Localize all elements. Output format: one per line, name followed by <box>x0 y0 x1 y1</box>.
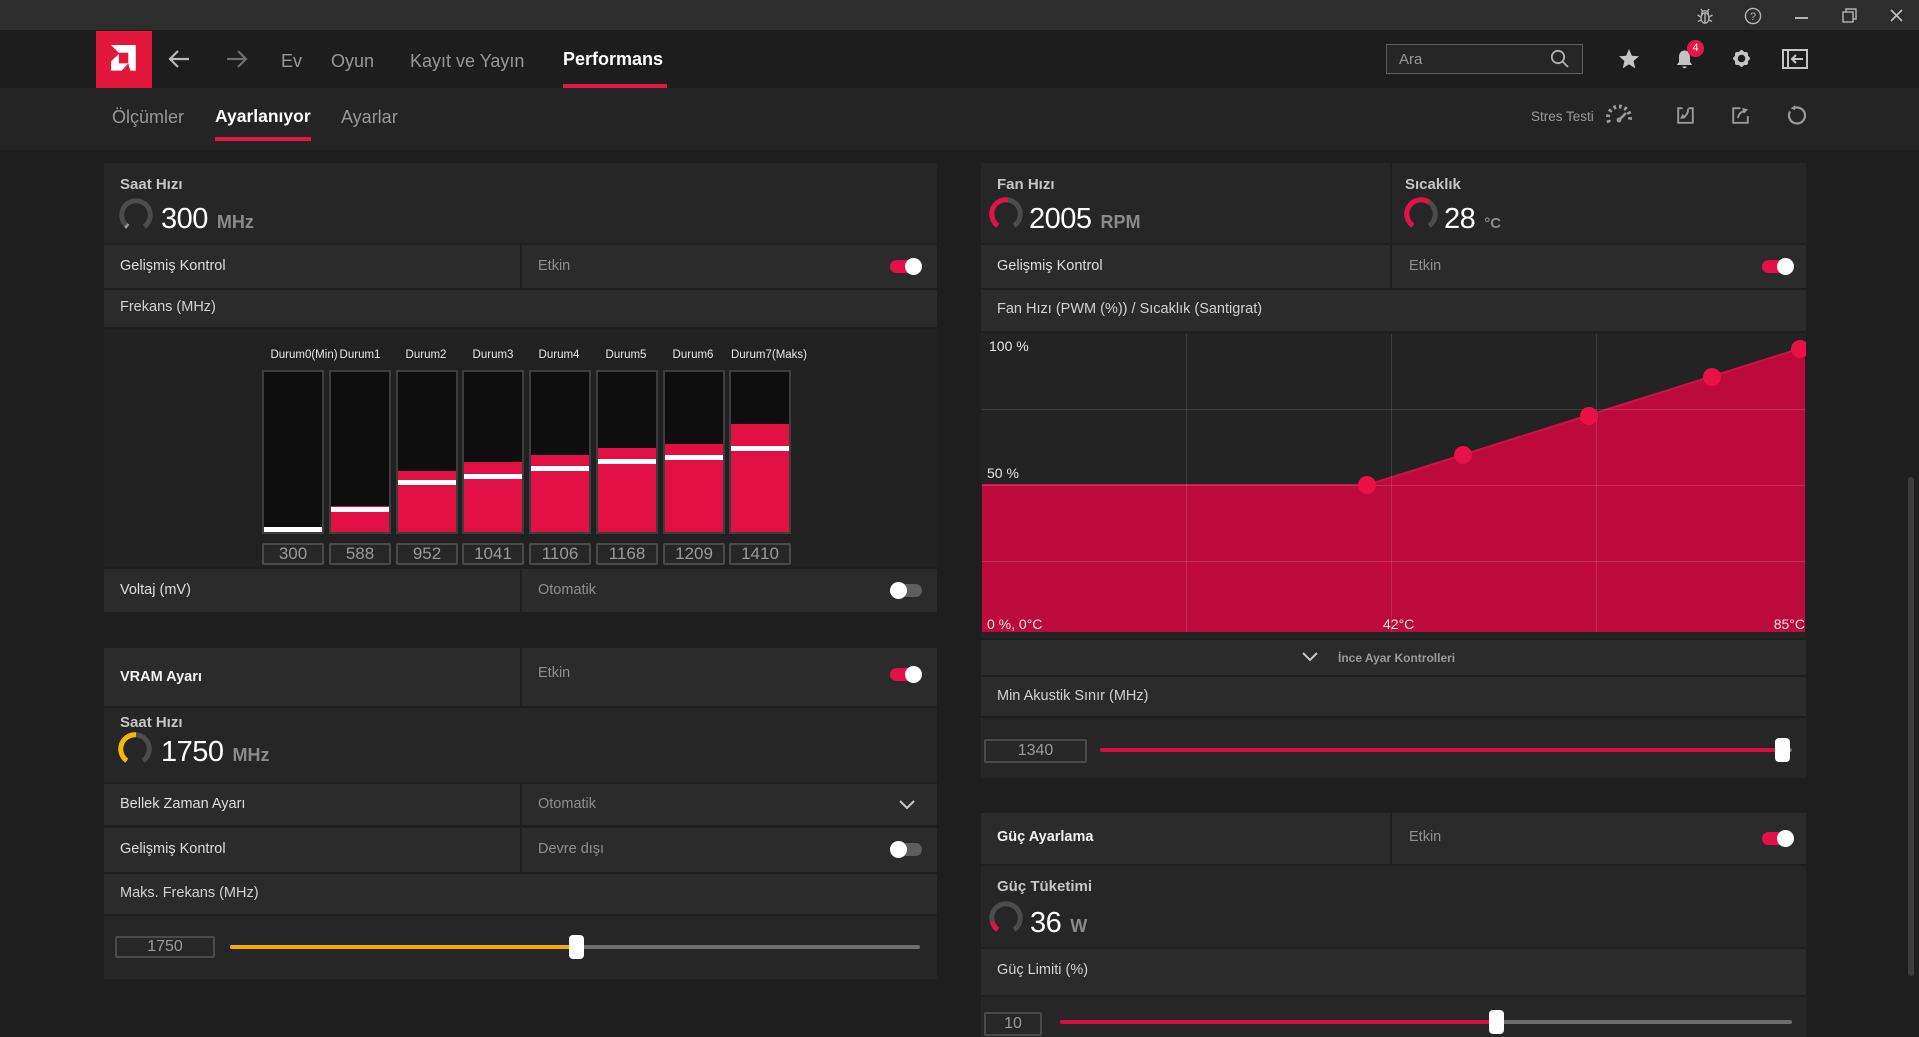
svg-text:?: ? <box>1750 11 1756 23</box>
svg-text:85°C: 85°C <box>1774 616 1805 632</box>
svg-text:42°C: 42°C <box>1383 616 1414 632</box>
svg-text:0 %, 0°C: 0 %, 0°C <box>987 616 1042 632</box>
svg-text:100 %: 100 % <box>989 338 1029 354</box>
svg-text:50 %: 50 % <box>987 465 1019 481</box>
